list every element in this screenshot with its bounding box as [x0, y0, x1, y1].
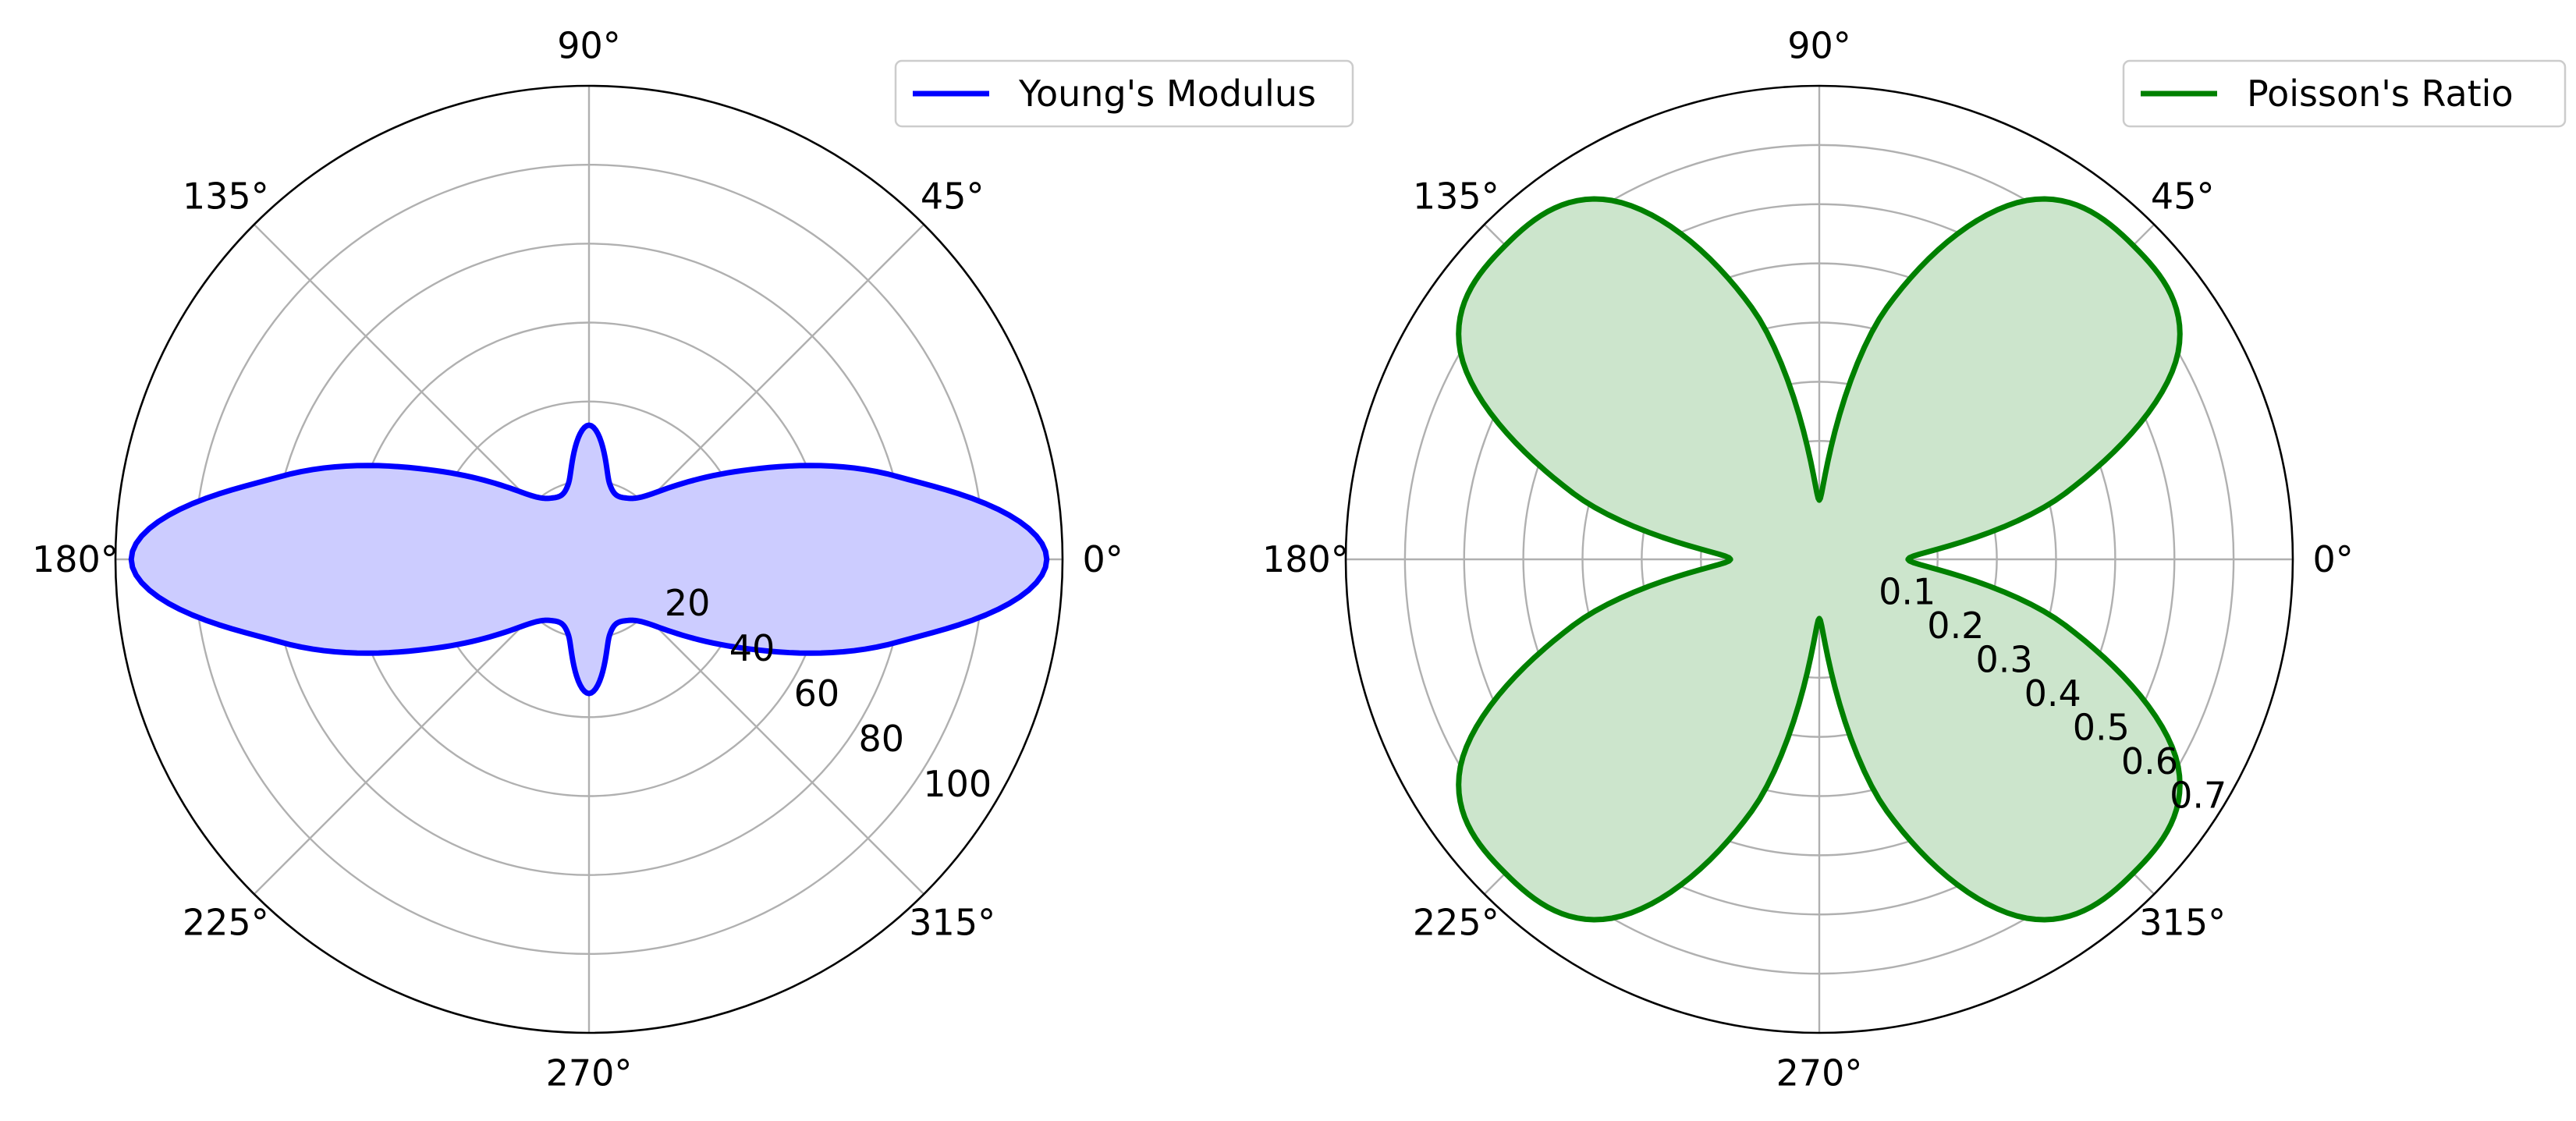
- radial-tick-label: 60: [794, 672, 840, 715]
- theta-tick-label: 315°: [909, 902, 995, 944]
- theta-tick-label: 180°: [32, 538, 119, 580]
- polar-frame: [114, 84, 1064, 1034]
- theta-tick-label: 225°: [183, 902, 269, 944]
- radial-tick-label: 0.5: [2073, 707, 2130, 749]
- legend-label: Poisson's Ratio: [2247, 73, 2514, 115]
- legend-label: Young's Modulus: [1018, 73, 1316, 115]
- theta-tick-label: 135°: [183, 175, 269, 217]
- theta-tick-label: 270°: [546, 1052, 633, 1094]
- radial-tick-label: 100: [923, 763, 992, 805]
- theta-tick-label: 135°: [1413, 175, 1499, 217]
- radial-tick-label: 0.3: [1975, 639, 2032, 681]
- radial-tick-label: 0.7: [2170, 775, 2227, 817]
- theta-tick-label: 90°: [557, 24, 621, 66]
- theta-tick-label: 0°: [1082, 538, 1123, 580]
- series-fill-0: [131, 425, 1047, 694]
- theta-tick-label: 45°: [921, 175, 985, 217]
- legend-box: [2122, 59, 2567, 128]
- theta-tick-label: 225°: [1413, 902, 1499, 944]
- theta-tick-label: 45°: [2151, 175, 2215, 217]
- series-line-0: [1456, 196, 2183, 923]
- legend: Young's Modulus: [894, 59, 1354, 128]
- radial-tick-label: 20: [665, 582, 711, 624]
- theta-tick-label: 0°: [2312, 538, 2353, 580]
- young-modulus-polar-chart: 0° 45° 90° 135° 180° 225° 270° 315° 20 40 60 80 100 Y…: [32, 24, 1354, 1094]
- radial-tick-label: 0.6: [2121, 740, 2178, 782]
- radial-tick-label: 0.2: [1927, 605, 1984, 647]
- radial-tick-label: 0.4: [2024, 672, 2081, 715]
- theta-tick-label: 315°: [2139, 902, 2226, 944]
- radial-tick-label: 80: [858, 718, 904, 760]
- theta-tick-label: 270°: [1776, 1052, 1863, 1094]
- radial-tick-label: 40: [729, 627, 775, 669]
- series-line-0: [128, 422, 1050, 697]
- radial-tick-label: 0.1: [1879, 571, 1936, 613]
- theta-tick-label: 180°: [1262, 538, 1349, 580]
- legend: Poisson's Ratio: [2122, 59, 2567, 128]
- legend-box: [894, 59, 1354, 128]
- theta-tick-label: 90°: [1787, 24, 1851, 66]
- poisson-ratio-polar-chart: 0° 45° 90° 135° 180° 225° 270° 315° 0.10.20.30.4…: [1262, 24, 2567, 1094]
- polar-frame: [1344, 84, 2294, 1034]
- series-fill-0: [1458, 199, 2180, 920]
